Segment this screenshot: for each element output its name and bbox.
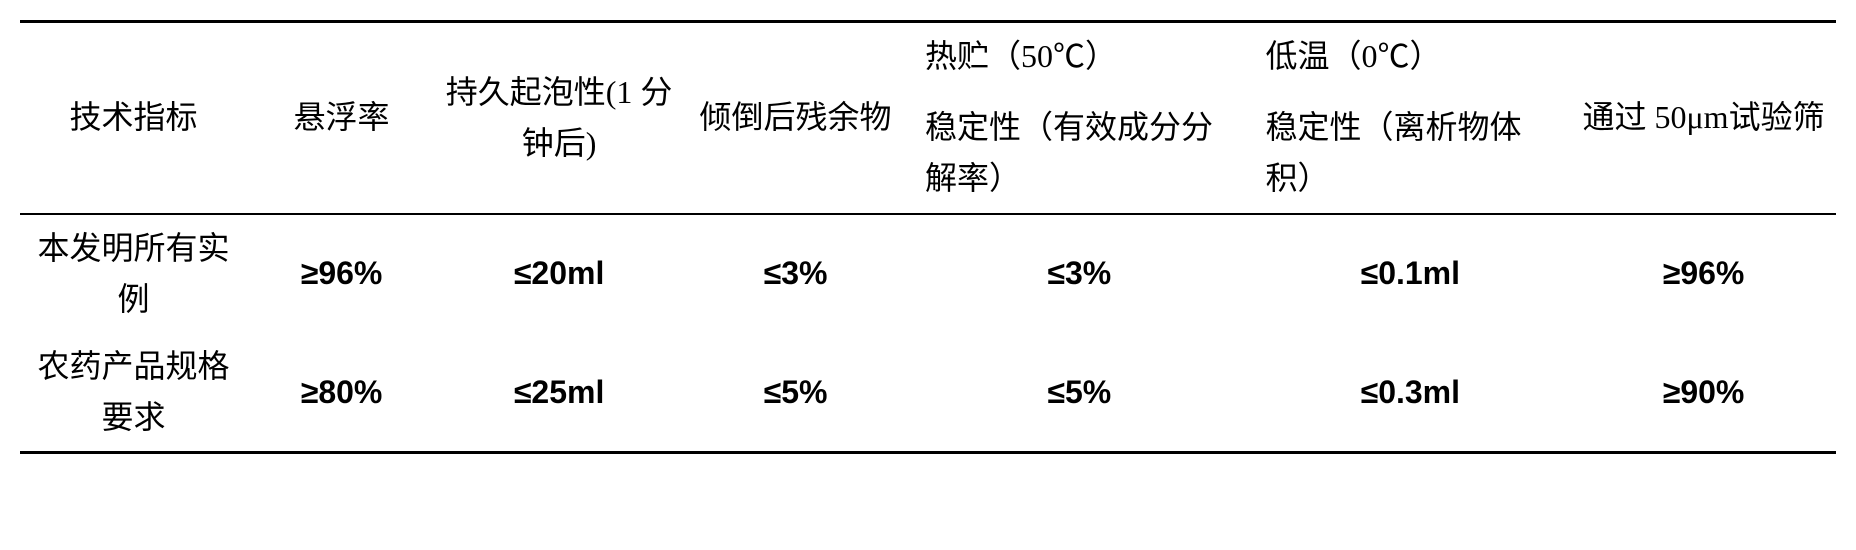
header-c6: 通过 50μm试验筛 <box>1571 22 1836 214</box>
cell-value: ≥90% <box>1571 333 1836 453</box>
cell-value: ≤20ml <box>436 214 682 333</box>
cell-value: ≥96% <box>247 214 436 333</box>
cell-value: ≥96% <box>1571 214 1836 333</box>
cell-value: ≤3% <box>682 214 909 333</box>
header-c3: 倾倒后残余物 <box>682 22 909 214</box>
cell-value: ≥80% <box>247 333 436 453</box>
header-c5: 低温（0℃） 稳定性（离析物体积） <box>1250 22 1572 214</box>
header-c5-top: 低温（0℃） <box>1256 31 1566 82</box>
row-label: 农药产品规格要求 <box>20 333 247 453</box>
header-c5-bottom: 稳定性（离析物体积） <box>1256 102 1566 204</box>
table-row: 本发明所有实例 ≥96% ≤20ml ≤3% ≤3% ≤0.1ml ≥96% <box>20 214 1836 333</box>
cell-value: ≤5% <box>909 333 1250 453</box>
header-c4-top: 热贮（50℃） <box>915 31 1244 82</box>
header-c4: 热贮（50℃） 稳定性（有效成分分解率） <box>909 22 1250 214</box>
cell-value: ≤5% <box>682 333 909 453</box>
cell-value: ≤0.3ml <box>1250 333 1572 453</box>
header-c1: 悬浮率 <box>247 22 436 214</box>
header-c2: 持久起泡性(1 分钟后) <box>436 22 682 214</box>
spec-table-container: 技术指标 悬浮率 持久起泡性(1 分钟后) 倾倒后残余物 热贮（50℃） 稳定性… <box>20 20 1836 454</box>
header-c0: 技术指标 <box>20 22 247 214</box>
header-c4-bottom: 稳定性（有效成分分解率） <box>915 102 1244 204</box>
spec-table: 技术指标 悬浮率 持久起泡性(1 分钟后) 倾倒后残余物 热贮（50℃） 稳定性… <box>20 20 1836 454</box>
cell-value: ≤3% <box>909 214 1250 333</box>
cell-value: ≤0.1ml <box>1250 214 1572 333</box>
table-row: 农药产品规格要求 ≥80% ≤25ml ≤5% ≤5% ≤0.3ml ≥90% <box>20 333 1836 453</box>
row-label: 本发明所有实例 <box>20 214 247 333</box>
cell-value: ≤25ml <box>436 333 682 453</box>
header-row: 技术指标 悬浮率 持久起泡性(1 分钟后) 倾倒后残余物 热贮（50℃） 稳定性… <box>20 22 1836 214</box>
